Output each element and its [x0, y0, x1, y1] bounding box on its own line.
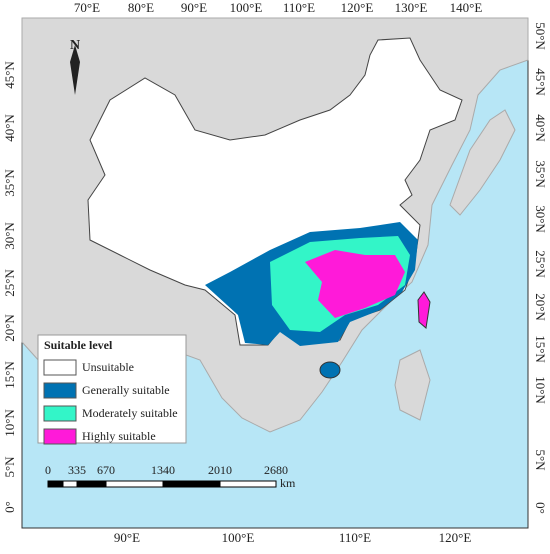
left-axis-label: 40°N [2, 114, 17, 142]
top-axis-label: 80°E [128, 0, 154, 15]
top-axis-label: 100°E [230, 0, 263, 15]
legend-swatch [43, 428, 77, 445]
left-axis-label: 20°N [2, 314, 17, 342]
legend-swatch [43, 359, 77, 376]
top-axis-label: 130°E [395, 0, 428, 15]
scale-segment [62, 480, 78, 488]
top-axis-label: 110°E [283, 0, 315, 15]
top-axis-label: 120°E [341, 0, 374, 15]
right-axis-label: 45°N [533, 68, 548, 96]
top-axis-label: 140°E [450, 0, 483, 15]
legend-items: Unsuitable Generally suitable Moderately s… [43, 359, 178, 445]
scale-segment [162, 480, 221, 488]
legend-label: Highly suitable [82, 429, 156, 443]
right-axis-label: 25°N [533, 250, 548, 278]
bottom-axis-label: 100°E [222, 530, 255, 545]
taiwan [417, 291, 431, 329]
right-axis-label: 15°N [533, 335, 548, 363]
left-axis-label: 0° [2, 501, 17, 513]
top-axis-label: 90°E [181, 0, 207, 15]
right-axis-label: 40°N [533, 114, 548, 142]
philippines [394, 349, 431, 421]
hainan [319, 361, 341, 379]
north-label: N [70, 38, 80, 53]
legend-label: Unsuitable [82, 360, 134, 374]
right-axis-label: 0° [533, 502, 548, 514]
scale-label: 1340 [151, 463, 175, 477]
bottom-axis-label: 90°E [114, 530, 140, 545]
bottom-axis-label: 110°E [339, 530, 371, 545]
bottom-axis-label: 120°E [439, 530, 472, 545]
right-axis-label: 10°N [533, 376, 548, 404]
legend-label: Moderately suitable [82, 406, 178, 420]
right-axis-label: 50°N [533, 22, 548, 50]
left-axis-label: 30°N [2, 222, 17, 250]
scale-label: 670 [97, 463, 115, 477]
left-axis-label: 10°N [2, 409, 17, 437]
top-axis-label: 70°E [74, 0, 100, 15]
axes: 70°E 80°E 90°E 100°E 110°E 120°E 130°E 140°E 90°… [2, 0, 548, 545]
scale-label: 0 [45, 463, 51, 477]
north-arrow [70, 45, 80, 95]
scale-segment [47, 480, 64, 488]
legend-title: Suitable level [44, 338, 113, 352]
legend-swatch [43, 405, 77, 422]
legend-label: Generally suitable [82, 383, 170, 397]
scale-label: 2680 [264, 463, 288, 477]
scale-unit: km [280, 476, 296, 490]
scale-label: 2010 [208, 463, 232, 477]
scale-label: 335 [68, 463, 86, 477]
legend-swatch [43, 382, 77, 399]
highly-suitable-zone [305, 250, 405, 318]
left-axis-label: 35°N [2, 169, 17, 197]
left-axis-label: 25°N [2, 269, 17, 297]
scale-segment [76, 480, 107, 488]
right-axis-label: 20°N [533, 293, 548, 321]
left-axis-label: 5°N [2, 456, 17, 478]
right-axis-label: 30°N [533, 205, 548, 233]
right-axis-label: 35°N [533, 160, 548, 188]
scale-segment [105, 480, 164, 488]
left-axis-label: 45°N [2, 61, 17, 89]
scale-segment [219, 480, 277, 488]
japan [449, 109, 516, 216]
left-axis-label: 15°N [2, 361, 17, 389]
right-axis-label: 5°N [533, 449, 548, 471]
